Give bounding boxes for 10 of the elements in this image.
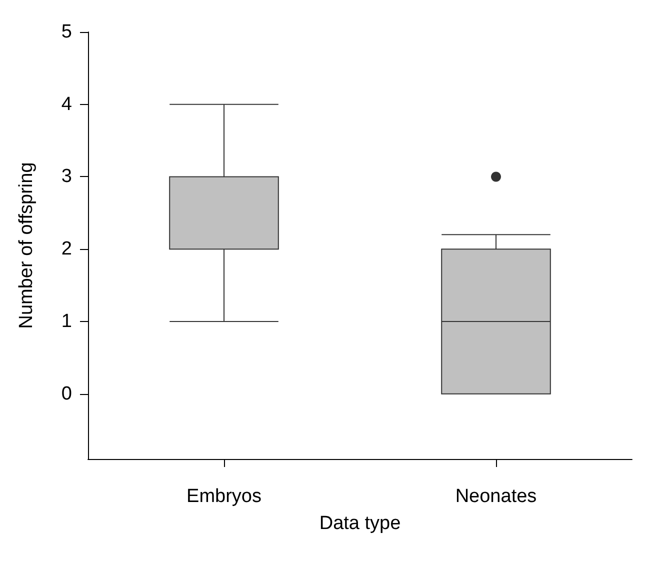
y-axis-title: Number of offspring	[16, 162, 37, 329]
y-tick-label: 3	[61, 166, 72, 188]
x-tick-label: Embryos	[186, 486, 262, 507]
y-tick-label: 2	[61, 238, 72, 260]
x-tick-label: Neonates	[455, 486, 537, 507]
y-tick-label: 5	[61, 22, 72, 42]
y-tick-label: 0	[61, 383, 72, 404]
y-tick-label: 4	[61, 94, 72, 115]
y-tick-label: 1	[61, 310, 72, 332]
x-axis-title: Data type	[319, 513, 401, 534]
